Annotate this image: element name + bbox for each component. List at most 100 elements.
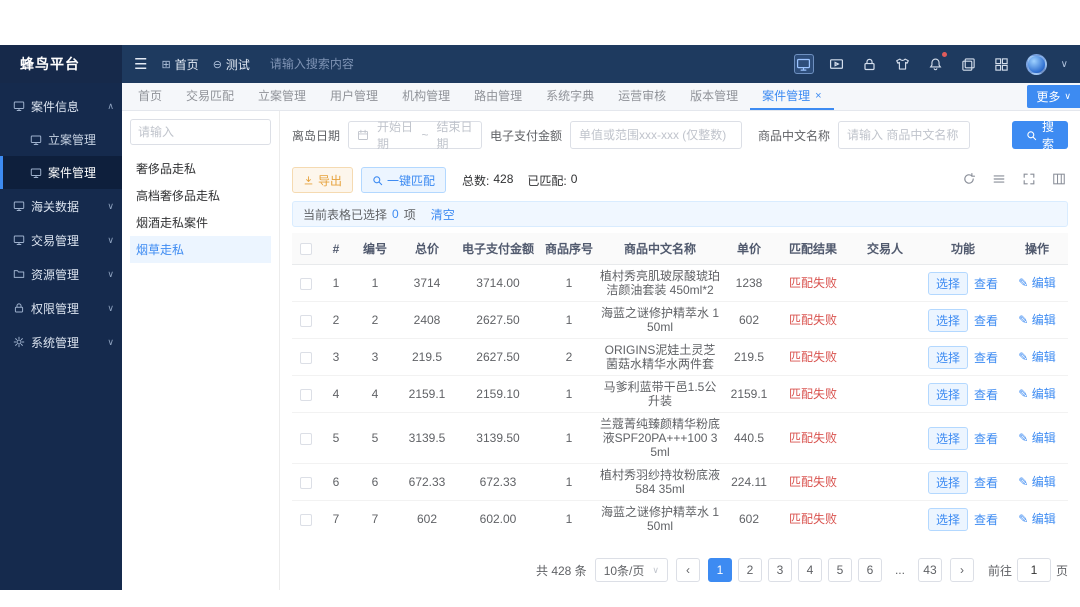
header-icon[interactable] [992, 54, 1012, 74]
app-window: 蜂鸟平台 ☰ ⊞ 首页 ⊖ 测试 [0, 45, 1080, 590]
one-click-match-button[interactable]: 一键匹配 [361, 167, 447, 193]
row-checkbox[interactable] [300, 351, 312, 364]
edit-link[interactable]: ✎ 编辑 [1018, 431, 1056, 445]
clear-selection-link[interactable]: 清空 [430, 207, 455, 222]
row-checkbox[interactable] [300, 277, 312, 290]
top-menu-home[interactable]: ⊞ 首页 [161, 56, 198, 73]
table-tool-button[interactable] [1020, 171, 1038, 189]
goto-page-input[interactable] [1016, 558, 1051, 582]
tree-search-input[interactable] [130, 119, 271, 145]
select-button[interactable]: 选择 [927, 271, 968, 295]
edit-link[interactable]: ✎ 编辑 [1018, 350, 1056, 364]
page-number-button[interactable]: 6 [857, 558, 882, 582]
tab-close-icon[interactable]: × [815, 89, 822, 102]
table-tool-button[interactable] [1050, 171, 1068, 189]
page-size-select[interactable]: 10条/页 ∨ [594, 558, 668, 582]
tree-item[interactable]: 烟酒走私案件 [130, 209, 271, 236]
view-link[interactable]: 查看 [974, 313, 999, 328]
col-func: 功能 [920, 233, 1006, 265]
view-link[interactable]: 查看 [974, 350, 999, 365]
page-number-button[interactable]: 4 [797, 558, 822, 582]
tab[interactable]: 立案管理 [246, 83, 318, 110]
cell-index: 4 [320, 375, 352, 413]
tab[interactable]: 系统字典 [534, 83, 606, 110]
sidebar-item[interactable]: 系统管理 ∨ [0, 325, 122, 359]
view-link[interactable]: 查看 [974, 276, 999, 291]
tab[interactable]: 首页 [126, 83, 174, 110]
select-button[interactable]: 选择 [927, 345, 968, 369]
select-button[interactable]: 选择 [927, 308, 968, 332]
tab[interactable]: 用户管理 [318, 83, 390, 110]
tree-item[interactable]: 烟草走私 [130, 236, 271, 263]
tab[interactable]: 运营审核 [606, 83, 678, 110]
page-number-button[interactable]: 1 [707, 558, 732, 582]
select-button[interactable]: 选择 [927, 382, 968, 406]
sidebar-item[interactable]: 案件信息 ∧ [0, 89, 122, 123]
edit-link[interactable]: ✎ 编辑 [1018, 276, 1056, 290]
search-button[interactable]: 搜索 [1011, 120, 1068, 151]
sidebar-item[interactable]: 海关数据 ∨ [0, 189, 122, 223]
header-icon[interactable] [827, 54, 847, 74]
page-number-button[interactable]: 43 [917, 558, 942, 582]
edit-link[interactable]: ✎ 编辑 [1018, 313, 1056, 327]
row-checkbox[interactable] [300, 388, 312, 401]
select-all-checkbox[interactable] [300, 243, 312, 256]
tab[interactable]: 版本管理 [678, 83, 750, 110]
tree-item[interactable]: 高档奢侈品走私 [130, 182, 271, 209]
sidebar-item[interactable]: 案件管理 [0, 156, 122, 189]
next-page-button[interactable]: › [949, 558, 974, 582]
edit-link[interactable]: ✎ 编辑 [1018, 475, 1056, 489]
name-filter-input[interactable] [837, 121, 970, 149]
header-icon[interactable] [893, 54, 913, 74]
select-button[interactable]: 选择 [927, 426, 968, 450]
page-number-button[interactable]: 3 [767, 558, 792, 582]
table-tool-button[interactable] [960, 171, 978, 189]
sidebar-item[interactable]: 资源管理 ∨ [0, 257, 122, 291]
sidebar-item[interactable]: 交易管理 ∨ [0, 223, 122, 257]
hamburger-menu-icon[interactable]: ☰ [134, 56, 148, 73]
row-checkbox[interactable] [300, 513, 312, 526]
user-avatar[interactable] [1025, 53, 1047, 75]
header-icon[interactable] [926, 52, 947, 74]
edit-link[interactable]: ✎ 编辑 [1018, 512, 1056, 526]
page-number-button[interactable]: ... [894, 563, 905, 577]
table-row: 4 4 2159.1 2159.10 1 马爹利蓝带干邑1.5公升装 2159.… [292, 375, 1068, 413]
view-link[interactable]: 查看 [974, 512, 999, 527]
header-icon[interactable] [860, 54, 880, 74]
tabs-more-button[interactable]: 更多 ∨ [1027, 85, 1080, 108]
selection-count: 0 [392, 207, 399, 221]
chevron-down-icon[interactable]: ∨ [1060, 58, 1068, 70]
row-checkbox[interactable] [300, 476, 312, 489]
export-button[interactable]: 导出 [292, 167, 354, 193]
tab[interactable]: 路由管理 [462, 83, 534, 110]
date-range-picker[interactable]: 开始日期 ~ 结束日期 [348, 120, 482, 151]
tab[interactable]: 机构管理 [390, 83, 462, 110]
row-checkbox[interactable] [300, 314, 312, 327]
table-header-row: # 编号 总价 电子支付金额 商品序号 商品中文名称 单价 匹配结果 交易人 [292, 233, 1068, 265]
table-tool-button[interactable] [990, 171, 1008, 189]
global-search-input[interactable] [269, 57, 430, 71]
tree-item[interactable]: 奢侈品走私 [130, 155, 271, 182]
cell-unit-price: 440.5 [722, 412, 776, 464]
select-button[interactable]: 选择 [927, 470, 968, 494]
sidebar-item[interactable]: 权限管理 ∨ [0, 291, 122, 325]
row-checkbox[interactable] [300, 432, 312, 445]
view-link[interactable]: 查看 [974, 475, 999, 490]
select-button[interactable]: 选择 [927, 507, 968, 531]
top-menu-test[interactable]: ⊖ 测试 [213, 56, 250, 73]
date-separator: ~ [421, 128, 429, 142]
header-icon[interactable] [959, 54, 979, 74]
view-link[interactable]: 查看 [974, 431, 999, 446]
sidebar-item-label: 交易管理 [31, 233, 80, 248]
view-link[interactable]: 查看 [974, 387, 999, 402]
tab[interactable]: 案件管理 × [750, 83, 834, 110]
folder-icon [13, 268, 25, 280]
amount-filter-input[interactable] [569, 121, 742, 149]
header-icon[interactable] [793, 54, 814, 74]
page-number-button[interactable]: 2 [737, 558, 762, 582]
tab[interactable]: 交易匹配 [174, 83, 246, 110]
page-number-button[interactable]: 5 [827, 558, 852, 582]
prev-page-button[interactable]: ‹ [675, 558, 700, 582]
edit-link[interactable]: ✎ 编辑 [1018, 387, 1056, 401]
sidebar-item[interactable]: 立案管理 [0, 123, 122, 156]
